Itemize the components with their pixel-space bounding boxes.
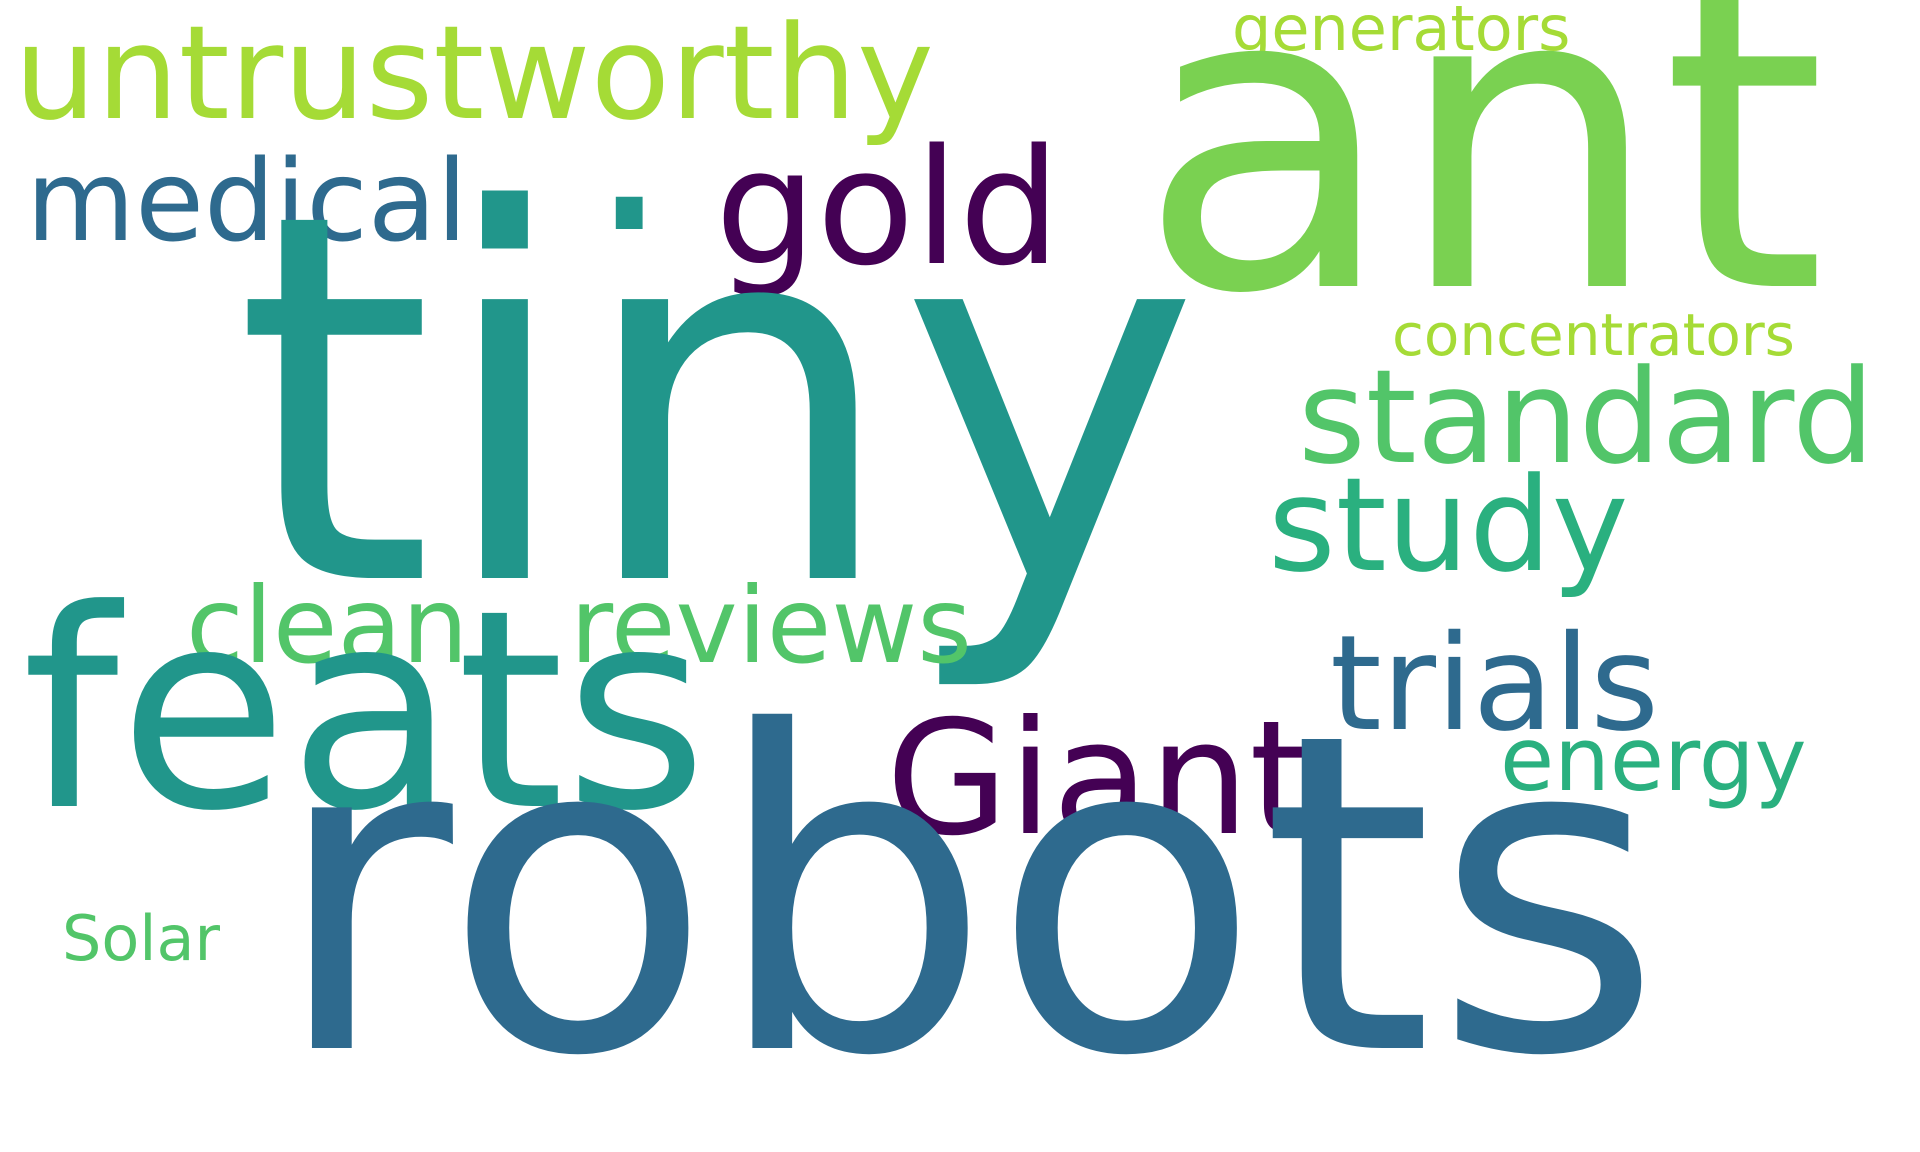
- word-dot: .: [588, 0, 671, 291]
- word-trials: trials: [1330, 607, 1660, 761]
- word-study: study: [1268, 449, 1629, 601]
- word-energy: energy: [1500, 708, 1807, 811]
- word-solar: Solar: [62, 902, 220, 975]
- word-untrustworthy: untrustworthy: [14, 0, 934, 149]
- word-reviews: reviews: [570, 565, 972, 687]
- word-ant: ant: [1138, 0, 1827, 386]
- word-tiny: tiny: [234, 106, 1201, 699]
- word-concentrators: concentrators: [1392, 301, 1795, 369]
- word-clean: clean: [186, 565, 469, 687]
- word-gold: gold: [715, 114, 1061, 301]
- word-feats: feats: [22, 551, 708, 871]
- word-robots: robots: [272, 640, 1663, 1152]
- word-medical: medical: [26, 137, 468, 267]
- word-generators: generators: [1232, 0, 1571, 65]
- word-cloud: untrustworthy generators ant medical . g…: [14, 0, 1875, 1116]
- word-standard: standard: [1298, 341, 1875, 493]
- word-giant: Giant: [886, 687, 1312, 871]
